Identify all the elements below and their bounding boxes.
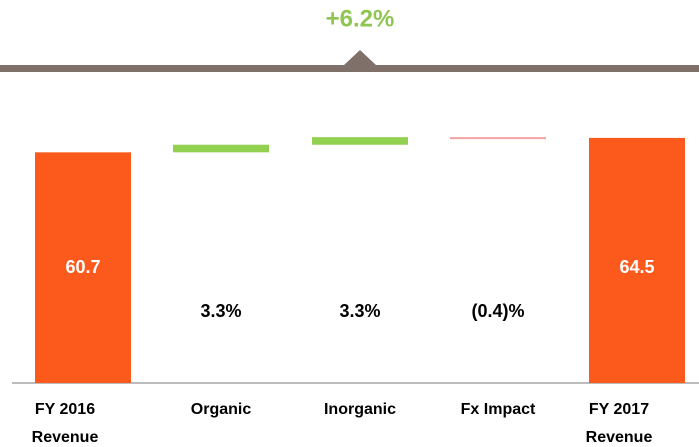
x-tick-label: FY 2017 Revenue (585, 401, 653, 446)
total-bar (35, 152, 131, 383)
growth-label: 3.3% (200, 301, 241, 321)
x-tick-label: FY 2016 Revenue (31, 401, 99, 446)
x-tick-label: Inorganic (323, 401, 396, 418)
x-tick-label: Fx Impact (460, 401, 536, 418)
growth-label: (0.4)% (471, 301, 524, 321)
header-bar (0, 65, 699, 72)
value-label: 60.7 (65, 257, 100, 277)
total-bar (589, 137, 685, 383)
growth-headline: +6.2% (326, 5, 395, 32)
change-bar (173, 144, 269, 153)
change-bar (450, 137, 546, 140)
value-label: 64.5 (619, 257, 654, 277)
growth-label: 3.3% (339, 301, 380, 321)
header-pointer (343, 50, 377, 66)
change-bar (312, 137, 408, 145)
x-tick-label: Organic (190, 401, 252, 418)
